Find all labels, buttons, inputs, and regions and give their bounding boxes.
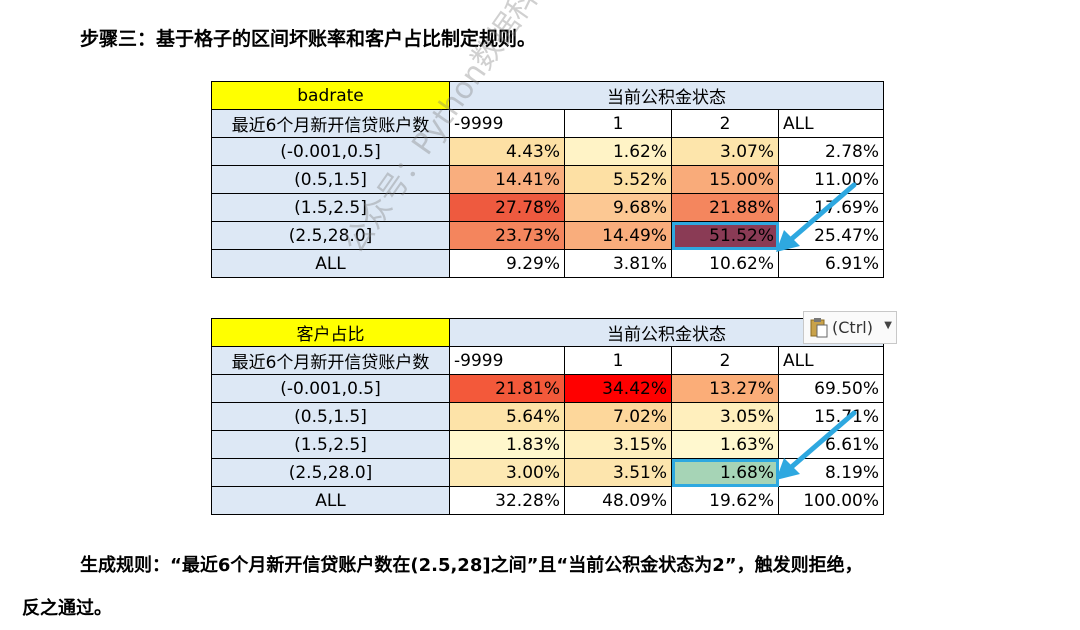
table-corner-label: badrate — [211, 81, 450, 110]
table-cell: 1.63% — [671, 430, 779, 459]
table-cell: 4.43% — [449, 137, 565, 166]
table-cell: 6.61% — [778, 430, 884, 459]
row-label: (1.5,2.5] — [211, 193, 450, 222]
table-cell: 14.49% — [564, 221, 672, 250]
table-cell: 15.00% — [671, 165, 779, 194]
table-cell: 11.00% — [778, 165, 884, 194]
column-header-row: 最近6个月新开信贷账户数 -9999 1 2 ALL — [211, 109, 884, 138]
table-cell: 13.27% — [671, 374, 779, 403]
table-cell: 3.15% — [564, 430, 672, 459]
table-cell: 15.71% — [778, 402, 884, 431]
table-cell: 9.68% — [564, 193, 672, 222]
table-row: (-0.001,0.5] 4.43% 1.62% 3.07% 2.78% — [211, 137, 884, 166]
group-header: 当前公积金状态 — [449, 81, 884, 110]
paste-options-label: (Ctrl) — [832, 318, 873, 337]
table-cell: 48.09% — [564, 486, 672, 515]
column-header: -9999 — [449, 109, 565, 138]
table-corner-label: 客户占比 — [211, 318, 450, 347]
table-header-row: badrate 当前公积金状态 — [211, 81, 884, 110]
row-label: (-0.001,0.5] — [211, 137, 450, 166]
column-header: 1 — [564, 346, 672, 375]
row-label: (2.5,28.0] — [211, 458, 450, 487]
column-header: ALL — [778, 346, 884, 375]
table-cell: 1.68% — [671, 458, 779, 487]
column-header-row: 最近6个月新开信贷账户数 -9999 1 2 ALL — [211, 346, 884, 375]
table-row: (1.5,2.5] 27.78% 9.68% 21.88% 17.69% — [211, 193, 884, 222]
column-header: ALL — [778, 109, 884, 138]
rule-text: 生成规则：“最近6个月新开信贷账户数在(2.5,28]之间”且“当前公积金状态为… — [80, 555, 863, 576]
column-header: 1 — [564, 109, 672, 138]
chevron-down-icon: ▼ — [884, 320, 892, 331]
table-cell: 9.29% — [449, 249, 565, 278]
table-header-row: 客户占比 当前公积金状态 — [211, 318, 884, 347]
rule-text-continued: 反之通过。 — [22, 598, 112, 619]
customer-share-table: 客户占比 当前公积金状态 最近6个月新开信贷账户数 -9999 1 2 ALL … — [211, 318, 884, 515]
row-header-label: 最近6个月新开信贷账户数 — [211, 109, 450, 138]
table-cell: 6.91% — [778, 249, 884, 278]
row-label: ALL — [211, 486, 450, 515]
row-label: (1.5,2.5] — [211, 430, 450, 459]
table-cell: 1.83% — [449, 430, 565, 459]
table-cell: 25.47% — [778, 221, 884, 250]
table-cell: 51.52% — [671, 221, 779, 250]
table-cell: 14.41% — [449, 165, 565, 194]
row-label: (-0.001,0.5] — [211, 374, 450, 403]
row-header-label: 最近6个月新开信贷账户数 — [211, 346, 450, 375]
table-cell: 21.88% — [671, 193, 779, 222]
table-cell: 23.73% — [449, 221, 565, 250]
clipboard-icon — [810, 318, 828, 338]
column-header: 2 — [671, 109, 779, 138]
table-cell: 3.00% — [449, 458, 565, 487]
table-row: ALL 9.29% 3.81% 10.62% 6.91% — [211, 249, 884, 278]
table-cell: 19.62% — [671, 486, 779, 515]
column-header: 2 — [671, 346, 779, 375]
table-row: (1.5,2.5] 1.83% 3.15% 1.63% 6.61% — [211, 430, 884, 459]
badrate-table: badrate 当前公积金状态 最近6个月新开信贷账户数 -9999 1 2 A… — [211, 81, 884, 278]
table-cell: 34.42% — [564, 374, 672, 403]
table-cell: 100.00% — [778, 486, 884, 515]
table-cell: 3.81% — [564, 249, 672, 278]
table-row: (0.5,1.5]5.64%7.02%3.05%15.71% — [211, 402, 884, 431]
table-cell: 3.07% — [671, 137, 779, 166]
column-header: -9999 — [449, 346, 565, 375]
table-cell: 2.78% — [778, 137, 884, 166]
step-heading: 步骤三：基于格子的区间坏账率和客户占比制定规则。 — [80, 28, 537, 50]
table-cell: 5.52% — [564, 165, 672, 194]
table-cell: 3.05% — [671, 402, 779, 431]
table-cell: 1.62% — [564, 137, 672, 166]
row-label: (2.5,28.0] — [211, 221, 450, 250]
table-cell: 32.28% — [449, 486, 565, 515]
table-cell: 7.02% — [564, 402, 672, 431]
table-cell: 5.64% — [449, 402, 565, 431]
arrow-icon — [776, 410, 857, 480]
table-cell: 69.50% — [778, 374, 884, 403]
paste-options-button[interactable]: (Ctrl) ▼ — [803, 311, 897, 344]
table-cell: 21.81% — [449, 374, 565, 403]
table-cell: 27.78% — [449, 193, 565, 222]
table-cell: 3.51% — [564, 458, 672, 487]
table-cell: 10.62% — [671, 249, 779, 278]
row-label: (0.5,1.5] — [211, 402, 450, 431]
table-row: ALL 32.28% 48.09% 19.62% 100.00% — [211, 486, 884, 515]
arrow-icon — [776, 182, 857, 252]
table-row: (-0.001,0.5] 21.81% 34.42% 13.27% 69.50% — [211, 374, 884, 403]
row-label: (0.5,1.5] — [211, 165, 450, 194]
row-label: ALL — [211, 249, 450, 278]
table-row: (2.5,28.0] 23.73% 14.49% 51.52% 25.47% — [211, 221, 884, 250]
